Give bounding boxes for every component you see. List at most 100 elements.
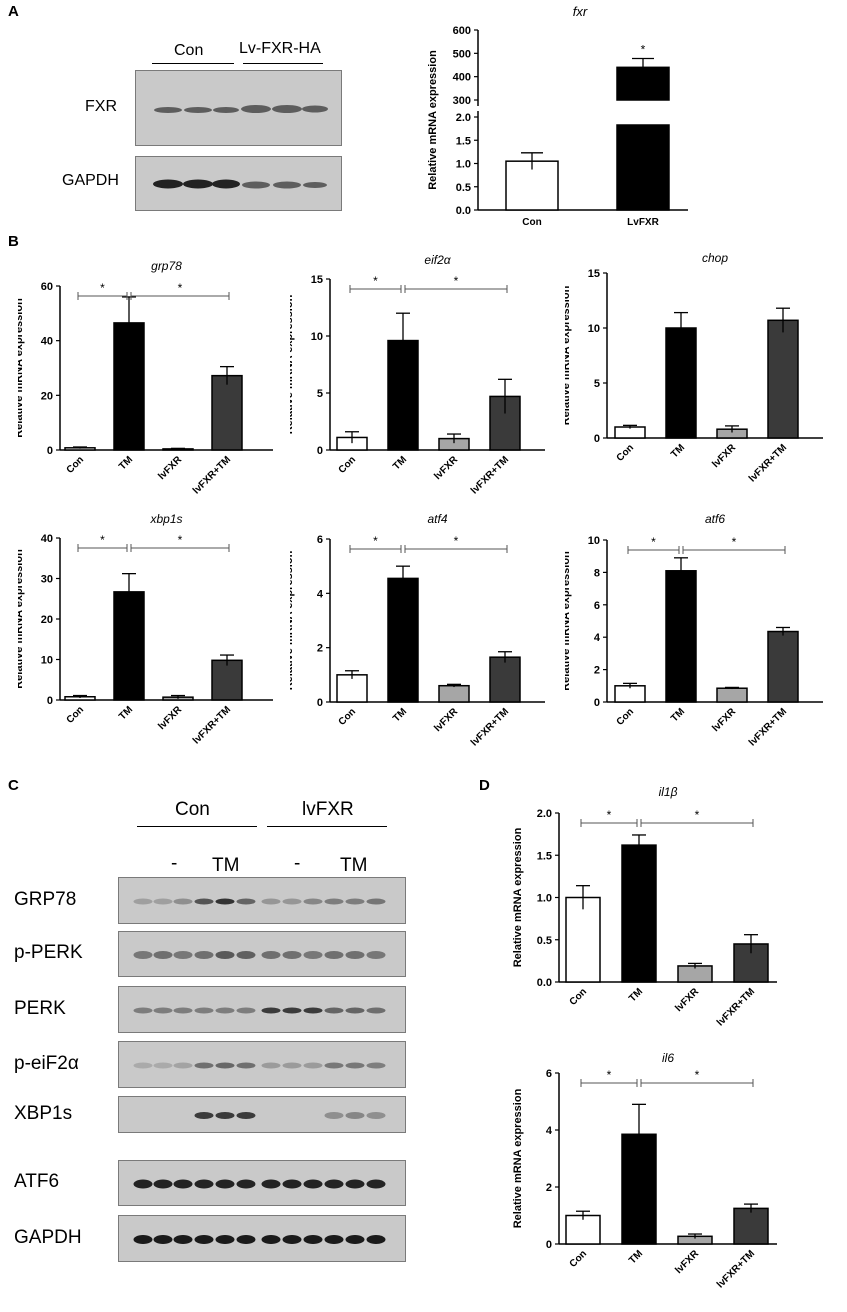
- bar-lvfxr-tm: [211, 659, 243, 701]
- bar-lvfxr-tm: [767, 630, 799, 703]
- blot-band-lane-3: [173, 951, 193, 959]
- chart-title: il1β: [659, 785, 678, 799]
- blot-band-lane-9: [303, 898, 323, 905]
- y-tick-label: 20: [41, 614, 53, 626]
- blot-band-lane-5: [215, 1112, 235, 1119]
- blot-c-band-p-eif2--lanes: [133, 1062, 386, 1069]
- blot-band-lane-12: [366, 1179, 386, 1189]
- blot-c-group-line-con: [137, 826, 257, 827]
- blot-a-group-lvfxr: Lv-FXR-HA: [239, 40, 321, 57]
- bar-lvfxr-tm: [489, 656, 521, 703]
- x-tick-label: TM: [117, 454, 135, 472]
- blot-band-lane-9: [303, 1062, 323, 1069]
- blot-band-lane-12: [366, 898, 386, 905]
- y-tick-label: 1.0: [537, 893, 552, 905]
- blot-band-lane-8: [282, 898, 302, 905]
- panel-label-c: C: [8, 777, 19, 794]
- blot-band-lane-8: [282, 1007, 302, 1014]
- x-tick-label: lvFXR: [432, 706, 460, 734]
- blot-band-lane-9: [303, 951, 323, 959]
- bar-lvfxr: [438, 684, 470, 703]
- y-axis-label: Relative mRNA expression: [290, 550, 295, 690]
- x-tick-label: Con: [337, 454, 359, 476]
- blot-band-lane-9: [303, 1235, 323, 1244]
- blot-band-lane-7: [261, 951, 281, 959]
- significance-star: *: [732, 535, 737, 549]
- y-tick-label: 500: [453, 48, 471, 60]
- x-tick-label: TM: [391, 706, 409, 724]
- y-tick-label: 10: [588, 535, 600, 547]
- blot-band-lane-10: [324, 951, 344, 959]
- blot-a-group-line-con: [152, 63, 234, 64]
- y-tick-label: 0: [317, 697, 323, 709]
- blot-c-treatment-4: TM: [340, 855, 368, 876]
- y-tick-label: 300: [453, 95, 471, 107]
- blot-a-band-fxr-bands: [154, 105, 328, 113]
- bar-lvfxr-tm: [767, 319, 799, 439]
- bar-lvfxr-lower: [616, 124, 670, 211]
- blot-band-lane-7: [261, 1062, 281, 1069]
- chart-atf4: atf4 Relative mRNA expression 0 2 4 6 Con TM lvF…: [290, 512, 545, 749]
- y-axis-label: Relative mRNA expression: [290, 294, 295, 434]
- significance-star: *: [695, 808, 700, 822]
- y-axis-label: Relative mRNA expression: [18, 549, 25, 689]
- bar-tm: [387, 577, 419, 703]
- x-tick-label: Con: [65, 704, 87, 726]
- y-tick-label: 600: [453, 25, 471, 37]
- blot-band-lane-10: [324, 1112, 344, 1119]
- y-tick-label: 2.0: [456, 112, 471, 124]
- blot-c-band-grp78: [118, 877, 406, 924]
- blot-band-lane-6: [236, 1235, 256, 1244]
- y-tick-label: 40: [41, 533, 53, 545]
- chart-title: atf4: [427, 512, 447, 526]
- x-tick-label: LvFXR: [627, 217, 659, 228]
- y-tick-label: 0.0: [537, 977, 552, 989]
- x-tick-label: lvFXR+TM: [747, 442, 789, 484]
- x-tick-label: lvFXR+TM: [191, 454, 233, 495]
- panel-label-a: A: [8, 3, 19, 20]
- blot-band-lane-11: [345, 1235, 365, 1244]
- y-tick-label: 4: [317, 588, 324, 600]
- bar-tm: [621, 1133, 657, 1245]
- blot-band-lane-3: [173, 1007, 193, 1014]
- blot-band-lane-2: [153, 1179, 173, 1189]
- blot-band-lane-8: [282, 1179, 302, 1189]
- blot-band-lane-9: [303, 1179, 323, 1189]
- y-tick-label: 1.5: [456, 135, 471, 147]
- y-tick-label: 2.0: [537, 808, 552, 820]
- blot-band-lane-7: [261, 1007, 281, 1014]
- blot-a-group-con: Con: [174, 42, 204, 59]
- blot-band-lane-8: [282, 1062, 302, 1069]
- blot-band-lane-4: [194, 951, 214, 959]
- y-tick-label: 400: [453, 72, 471, 84]
- blot-c-treatment-2: TM: [212, 855, 240, 876]
- blot-band-lane-5: [215, 1007, 235, 1014]
- y-tick-label: 0: [594, 697, 600, 709]
- blot-band-lane-12: [366, 1062, 386, 1069]
- significance-star: *: [651, 535, 656, 549]
- significance-star: *: [178, 533, 183, 547]
- blot-band-lane-3: [173, 1235, 193, 1244]
- blot-band-lane-12: [366, 951, 386, 959]
- y-tick-label: 5: [594, 378, 600, 390]
- blot-c-row-label-p-eif2-: p-eiF2α: [14, 1052, 79, 1074]
- x-tick-label: Con: [615, 706, 637, 728]
- bar-tm: [621, 844, 657, 983]
- blot-c-band-xbp1s: [118, 1096, 406, 1133]
- chart-atf6: atf6 Relative mRNA expression 0 2 4 6 8 10 Con TM…: [565, 512, 823, 749]
- chart-title: fxr: [573, 4, 588, 19]
- chart-title: atf6: [705, 512, 725, 526]
- blot-band-lane-4: [194, 1235, 214, 1244]
- y-tick-label: 0: [594, 433, 600, 445]
- significance-star: *: [454, 534, 459, 548]
- x-tick-label: lvFXR: [673, 1248, 701, 1276]
- y-tick-label: 2: [317, 643, 323, 655]
- blot-c-band-p-perk-lanes: [133, 951, 386, 959]
- y-axis-label: Relative mRNA expression: [18, 298, 25, 438]
- blot-band-lane-2: [153, 898, 173, 905]
- bar-lvfxr: [716, 687, 748, 703]
- blot-band-lane-7: [261, 1235, 281, 1244]
- y-tick-label: 0.5: [537, 935, 552, 947]
- bar-con: [565, 896, 601, 983]
- blot-c-row-label-grp78: GRP78: [14, 888, 77, 910]
